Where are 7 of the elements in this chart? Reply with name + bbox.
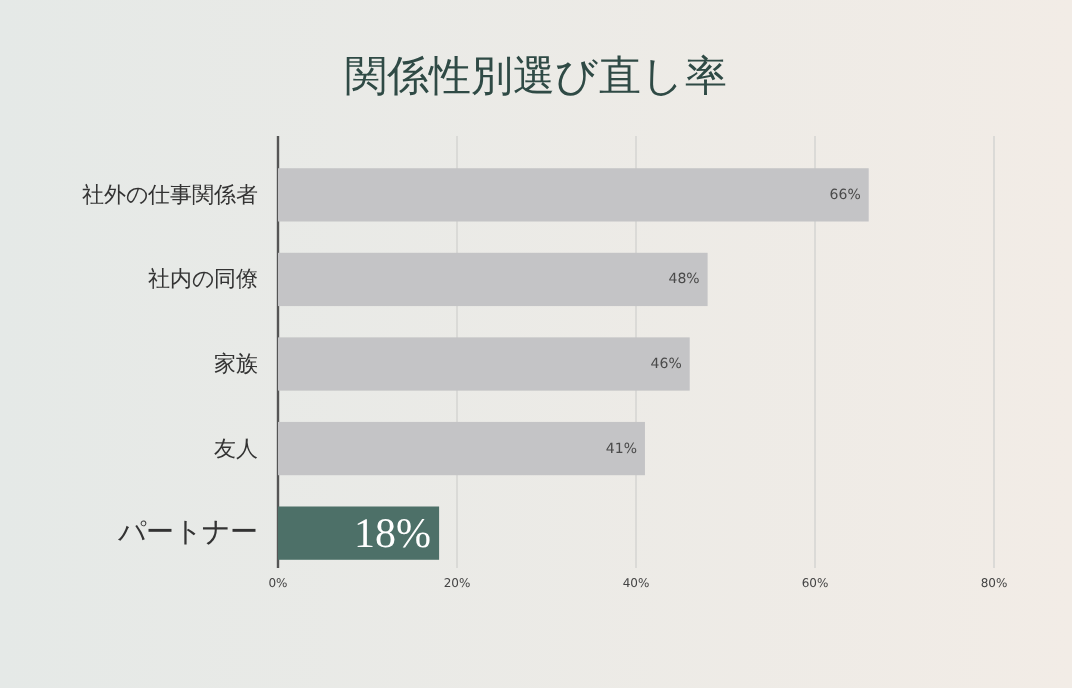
data-label: 18%: [354, 509, 432, 558]
chart-title: 関係性別選び直し率: [345, 52, 727, 100]
y-tick-label: 社外の仕事関係者: [82, 181, 258, 208]
y-tick-label: 社内の同僚: [148, 266, 258, 293]
y-tick-label: 友人: [214, 435, 258, 462]
y-tick-label: パートナー: [116, 517, 258, 550]
y-tick-label: 家族: [214, 351, 258, 377]
